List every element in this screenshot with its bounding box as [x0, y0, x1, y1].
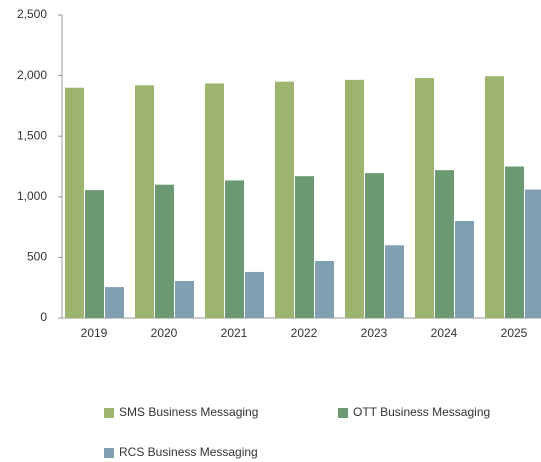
bar [225, 180, 244, 318]
bar [385, 245, 404, 318]
bar [485, 76, 504, 319]
y-tick-label: 2,000 [17, 68, 47, 82]
x-tick-label: 2025 [501, 326, 528, 340]
bar [65, 87, 84, 318]
bar [455, 221, 474, 318]
bar [175, 281, 194, 318]
bar [365, 173, 384, 318]
y-tick-label: 2,500 [17, 7, 47, 21]
bar [525, 189, 541, 318]
legend-label: SMS Business Messaging [119, 405, 258, 419]
bar [295, 176, 314, 318]
x-tick-label: 2024 [431, 326, 458, 340]
bar [435, 170, 454, 318]
legend-label: OTT Business Messaging [353, 405, 490, 419]
bar [315, 261, 334, 318]
legend-swatch [338, 408, 348, 418]
bar [105, 287, 124, 318]
bar [345, 79, 364, 318]
x-tick-label: 2021 [221, 326, 248, 340]
bar [205, 83, 224, 318]
bar [135, 85, 154, 319]
legend-label: RCS Business Messaging [119, 445, 258, 459]
bar [155, 184, 174, 318]
y-tick-label: 1,000 [17, 189, 47, 203]
y-tick-label: 0 [40, 310, 47, 324]
x-tick-label: 2020 [151, 326, 178, 340]
legend-swatch [104, 408, 114, 418]
x-tick-label: 2019 [81, 326, 108, 340]
y-tick-label: 500 [27, 250, 47, 264]
bar [245, 271, 264, 318]
x-tick-label: 2023 [361, 326, 388, 340]
legend-swatch [104, 448, 114, 458]
y-tick-label: 1,500 [17, 128, 47, 142]
bar [415, 78, 434, 318]
bar [85, 190, 104, 318]
bar [275, 81, 294, 318]
x-tick-label: 2022 [291, 326, 318, 340]
bar [505, 166, 524, 318]
